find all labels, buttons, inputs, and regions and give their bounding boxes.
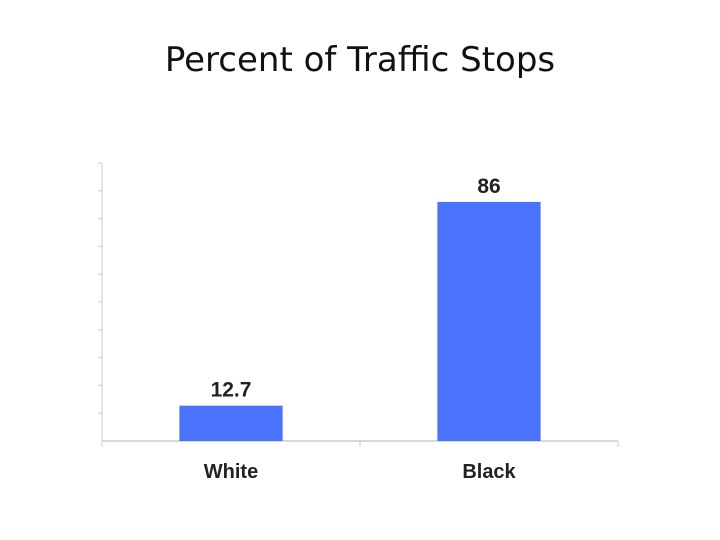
data-label-black: 86 bbox=[477, 175, 500, 198]
bar-black bbox=[437, 201, 541, 441]
data-labels: 12.7 86 bbox=[211, 175, 501, 402]
chart-title: Percent of Traffic Stops bbox=[164, 40, 556, 80]
data-label-white: 12.7 bbox=[211, 379, 252, 402]
y-axis bbox=[98, 162, 103, 441]
x-axis bbox=[101, 440, 619, 447]
x-tick-label-white: White bbox=[204, 461, 258, 483]
bar-white bbox=[179, 405, 283, 441]
x-tick-labels: White Black bbox=[204, 461, 517, 483]
bars bbox=[179, 201, 541, 441]
x-tick-label-black: Black bbox=[462, 461, 516, 483]
